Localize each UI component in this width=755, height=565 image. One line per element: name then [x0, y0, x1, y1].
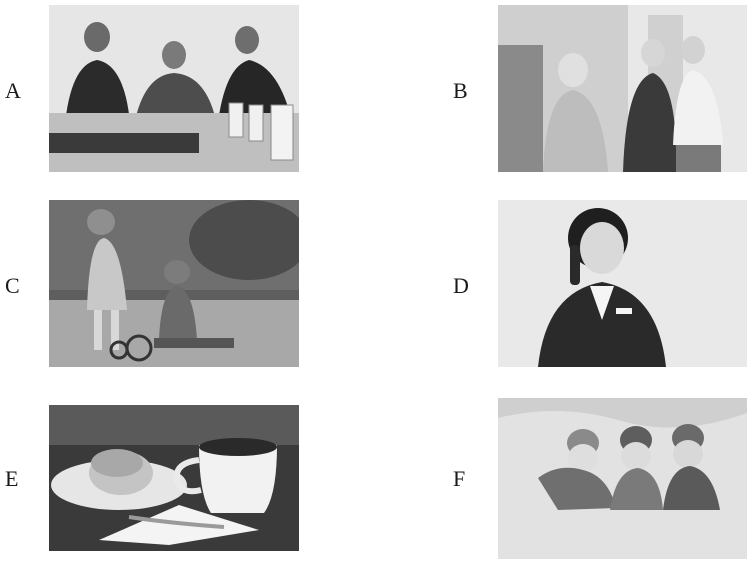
photo-e-coffee-and-muffin	[49, 405, 299, 551]
photo-a-business-meeting	[49, 5, 299, 172]
option-label-f: F	[453, 466, 466, 491]
option-label-a: A	[5, 78, 21, 103]
option-label-e: E	[5, 466, 19, 491]
photo-f-children-in-snow	[498, 398, 747, 559]
option-label-d: D	[453, 273, 469, 298]
photo-d-receptionist-on-phone	[498, 200, 747, 367]
option-label-c: C	[5, 273, 20, 298]
option-label-b: B	[453, 78, 468, 103]
photo-b-elderly-people-greeting	[498, 5, 747, 172]
photo-c-children-with-tricycle	[49, 200, 299, 367]
